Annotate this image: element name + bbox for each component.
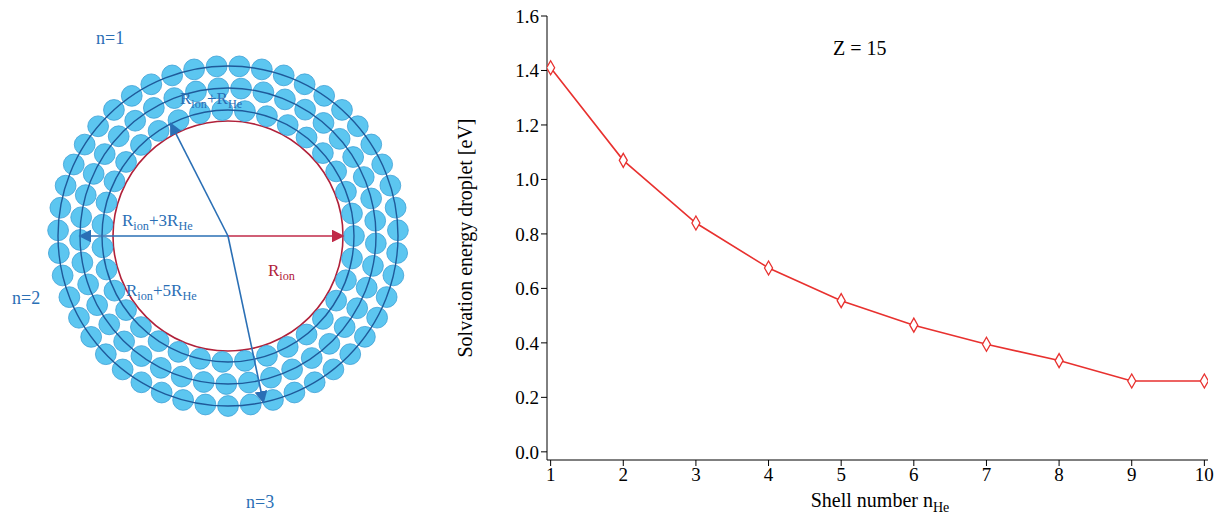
svg-text:8: 8 (1054, 464, 1064, 485)
svg-text:0.0: 0.0 (515, 442, 539, 463)
svg-text:n=3: n=3 (246, 492, 274, 512)
svg-text:5: 5 (836, 464, 846, 485)
svg-text:Rion+RHe: Rion+RHe (180, 89, 242, 111)
svg-text:1: 1 (546, 464, 556, 485)
svg-text:3: 3 (691, 464, 701, 485)
svg-text:6: 6 (909, 464, 919, 485)
html-text:Solvation energy droplet [eV]: Solvation energy droplet [eV] (454, 118, 476, 358)
svg-text:1.6: 1.6 (515, 6, 539, 27)
svg-text:2: 2 (619, 464, 629, 485)
svg-text:1.0: 1.0 (515, 169, 539, 190)
svg-text:4: 4 (764, 464, 774, 485)
svg-text:10: 10 (1195, 464, 1214, 485)
svg-text:1.2: 1.2 (515, 115, 539, 136)
svg-text:0.8: 0.8 (515, 224, 539, 245)
html-text:Z = 15: Z = 15 (833, 37, 887, 59)
svg-text:Rion+5RHe: Rion+5RHe (126, 281, 197, 303)
svg-text:0.2: 0.2 (515, 387, 539, 408)
svg-text:n=1: n=1 (96, 28, 124, 48)
svg-text:1.4: 1.4 (515, 60, 539, 81)
html-text:Shell number nHe: Shell number nHe (810, 489, 950, 515)
svg-text:Rion+3RHe: Rion+3RHe (122, 211, 193, 233)
svg-text:0.4: 0.4 (515, 333, 539, 354)
svg-text:0.6: 0.6 (515, 278, 539, 299)
svg-text:n=2: n=2 (12, 288, 40, 308)
svg-text:Rion: Rion (268, 261, 295, 283)
svg-text:9: 9 (1127, 464, 1137, 485)
svg-text:7: 7 (982, 464, 992, 485)
